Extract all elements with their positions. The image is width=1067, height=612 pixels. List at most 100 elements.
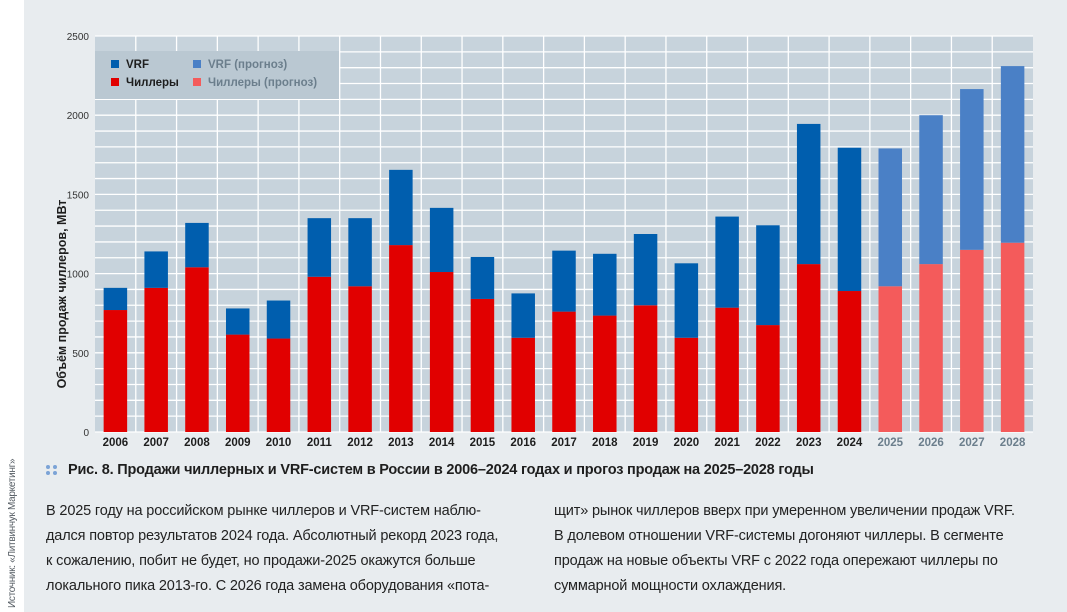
bar-vrf-2007 [144,251,168,288]
bar-chillers-2026 [919,264,943,432]
legend-swatch-icon [193,78,201,86]
legend-box [95,51,339,99]
bar-chillers-2014 [429,272,454,432]
bar-chillers-2006 [103,310,128,432]
bar-vrf-2020 [674,263,699,338]
caption-label: Рис. 8. [68,462,114,478]
bar-vrf-2014 [429,207,454,273]
x-tick-label: 2014 [429,437,455,449]
bar-chillers-2021 [715,307,739,432]
bar-chillers-2024 [837,291,862,432]
stacked-bar-chart: 0 500 1000 1500 2000 2500 2006 2007 2008 2009 201… [55,32,1033,449]
legend-label: VRF (прогноз) [208,59,287,71]
text-line: локального пика 2013-го. С 2026 года зам… [46,578,490,594]
bar-vrf-2027 [960,89,984,250]
bar-chillers-2017 [552,311,576,432]
text-line: дался повтор результатов 2024 года. Абсо… [46,528,499,544]
bar-chillers-2010 [266,338,291,432]
x-tick-label: 2007 [143,437,169,449]
y-tick-label: 1000 [67,270,90,281]
x-axis-ticks: 2006 2007 2008 2009 2010 2011 2012 2013 2014 2015… [103,437,1026,449]
y-tick-label: 500 [72,349,89,360]
body-text-column-1: В 2025 году на российском рынке чиллеров… [46,499,528,599]
y-tick-label: 2500 [67,32,90,43]
bar-chillers-2009 [225,334,250,432]
x-tick-label: 2018 [592,437,618,449]
bars [103,66,1025,432]
bar-vrf-2011 [307,218,332,277]
x-tick-label: 2008 [184,437,210,449]
bar-vrf-2021 [715,216,739,308]
x-tick-label: 2020 [674,437,700,449]
bar-chillers-2016 [511,337,535,432]
x-tick-label: 2025 [877,437,903,449]
text-line: В долевом отношении VRF-системы догоняют… [554,528,1004,544]
bar-vrf-2028 [1000,66,1025,243]
bar-vrf-2026 [919,115,943,265]
x-tick-label: 2015 [470,437,496,449]
bar-chillers-2027 [960,249,984,432]
x-tick-label: 2017 [551,437,577,449]
y-tick-label: 2000 [67,111,90,122]
bar-vrf-2008 [185,222,209,268]
text-line: суммарной мощности охлаждения. [554,578,787,594]
x-tick-label: 2021 [714,437,740,449]
x-tick-label: 2019 [633,437,659,449]
legend-swatch-icon [111,60,119,68]
caption-dots-icon [46,465,58,475]
bar-chillers-2008 [185,267,209,432]
caption-text: Продажи чиллерных и VRF-систем в России … [117,462,814,478]
x-tick-label: 2024 [837,437,863,449]
text-line: В 2025 году на российском рынке чиллеров… [46,503,481,519]
y-axis-ticks: 0 500 1000 1500 2000 2500 [67,32,90,439]
bar-chillers-2023 [796,264,821,432]
y-tick-label: 0 [83,428,89,439]
x-tick-label: 2028 [1000,437,1026,449]
bar-chillers-2022 [756,325,780,432]
bar-vrf-2024 [837,147,862,292]
bar-vrf-2017 [552,250,576,312]
x-tick-label: 2012 [347,437,373,449]
text-line: продаж на новые объекты VRF с 2022 года … [554,553,998,569]
x-tick-label: 2027 [959,437,985,449]
bar-vrf-2019 [633,234,658,306]
legend-swatch-icon [193,60,201,68]
legend: VRF Чиллеры VRF (прогноз) Чиллеры (прогноз) [95,51,339,99]
x-tick-label: 2022 [755,437,781,449]
text-line: щит» рынок чиллеров вверх при умеренном … [554,503,1015,519]
text-line: к сожалению, побит не будет, но продажи-… [46,553,476,569]
bar-chillers-2019 [633,305,658,432]
bar-vrf-2009 [225,308,250,335]
x-tick-label: 2026 [918,437,944,449]
figure-caption: Рис. 8. Продажи чиллерных и VRF-систем в… [46,462,814,478]
source-note: Источник: «Литвинчук Маркетинг» [7,458,18,608]
x-tick-label: 2010 [266,437,292,449]
bar-chillers-2020 [674,337,699,432]
legend-label: Чиллеры [126,77,179,89]
bar-chillers-2011 [307,276,332,432]
legend-swatch-icon [111,78,119,86]
bar-chillers-2013 [389,245,413,432]
x-tick-label: 2023 [796,437,822,449]
bar-chillers-2007 [144,287,168,432]
bar-chillers-2025 [878,286,903,432]
bar-vrf-2013 [389,169,413,246]
x-tick-label: 2013 [388,437,414,449]
bar-vrf-2012 [348,218,372,287]
bar-vrf-2023 [796,123,821,265]
bar-chillers-2012 [348,286,372,432]
bar-chillers-2028 [1000,242,1025,432]
y-tick-label: 1500 [67,190,90,201]
x-tick-label: 2006 [103,437,129,449]
legend-label: Чиллеры (прогноз) [208,77,317,89]
x-tick-label: 2009 [225,437,251,449]
bar-vrf-2016 [511,293,535,338]
bar-vrf-2022 [756,225,780,326]
bar-chillers-2015 [470,298,495,432]
body-text-column-2: щит» рынок чиллеров вверх при умеренном … [554,499,1044,599]
bar-vrf-2010 [266,300,291,339]
legend-label: VRF [126,59,149,71]
bar-chillers-2018 [593,315,617,432]
x-tick-label: 2016 [510,437,536,449]
bar-vrf-2006 [103,287,128,311]
